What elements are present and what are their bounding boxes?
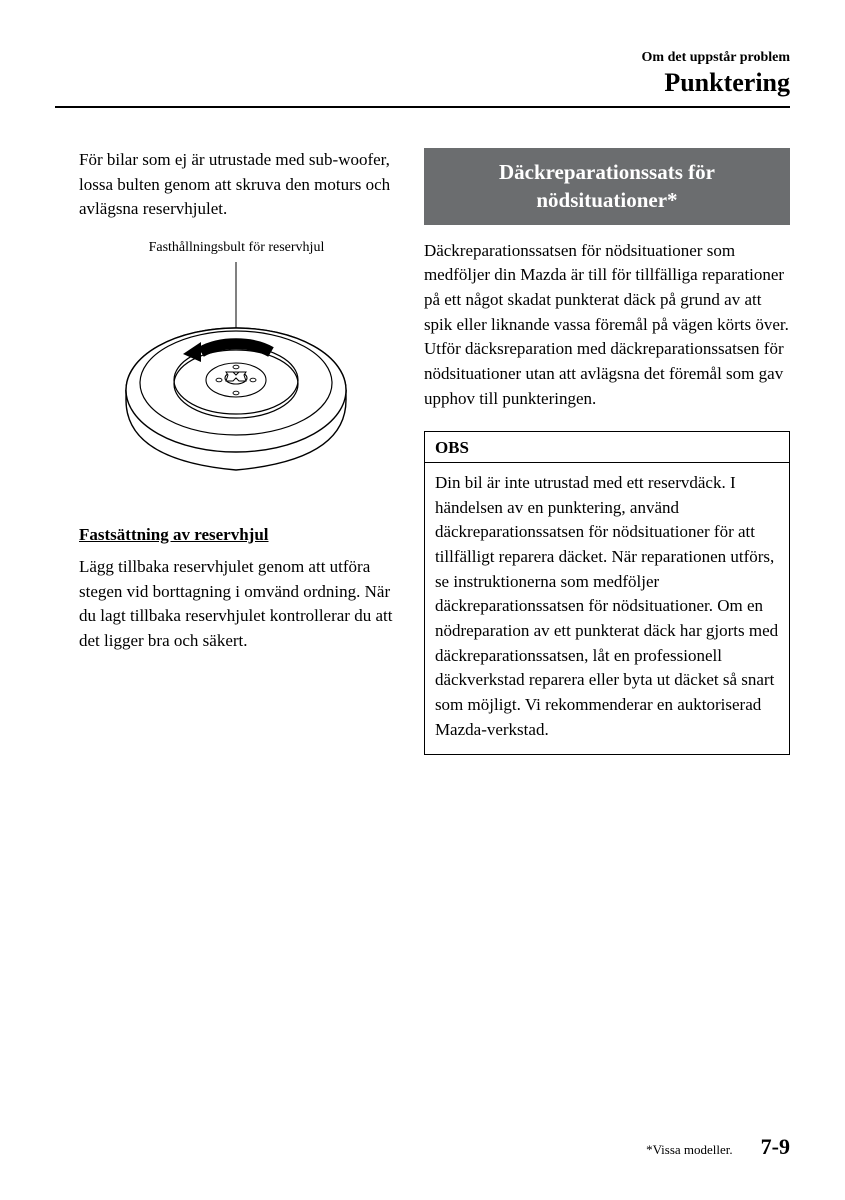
obs-note-box: OBS Din bil är inte utrustad med ett res… — [424, 431, 790, 755]
right-column: Däckreparationssats för nödsituationer* … — [424, 148, 790, 755]
figure-caption: Fasthållningsbult för reservhjul — [79, 240, 394, 256]
header-section: Punktering — [55, 68, 790, 98]
page-footer: *Vissa modeller. 7-9 — [646, 1134, 790, 1160]
header-divider — [55, 106, 790, 108]
content-columns: För bilar som ej är utrustade med sub-wo… — [55, 148, 790, 755]
tire-figure: Fasthållningsbult för reservhjul — [79, 240, 394, 495]
left-column: För bilar som ej är utrustade med sub-wo… — [55, 148, 394, 755]
footnote-text: *Vissa modeller. — [646, 1142, 733, 1158]
page-header: Om det uppstår problem Punktering — [55, 50, 790, 98]
repair-kit-para1: Däckreparationssatsen för nödsituationer… — [424, 239, 790, 338]
repair-kit-para2: Utför däcksreparation med däckreparation… — [424, 337, 790, 411]
subheading-fastening: Fastsättning av reservhjul — [79, 525, 394, 545]
intro-paragraph: För bilar som ej är utrustade med sub-wo… — [79, 148, 394, 222]
section-banner: Däckreparationssats för nödsituationer* — [424, 148, 790, 225]
page-number: 7-9 — [761, 1134, 790, 1160]
spare-tire-diagram — [101, 260, 371, 490]
obs-title: OBS — [425, 432, 789, 463]
fastening-paragraph: Lägg tillbaka reservhjulet genom att utf… — [79, 555, 394, 654]
obs-body: Din bil är inte utrustad med ett reservd… — [425, 463, 789, 754]
header-chapter: Om det uppstår problem — [55, 50, 790, 66]
